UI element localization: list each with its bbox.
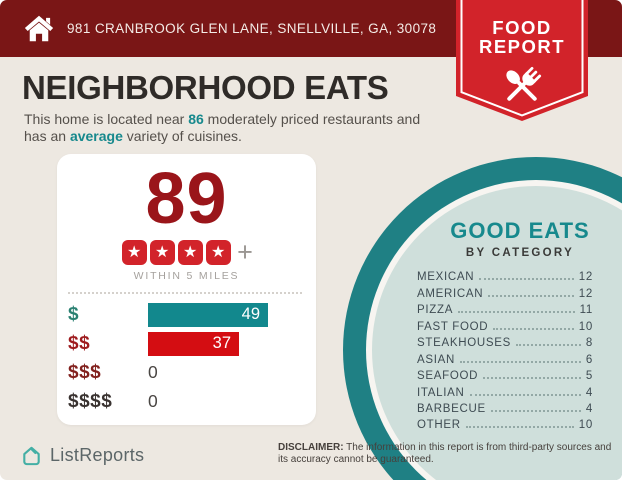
price-bar-row: $49 — [57, 300, 316, 329]
category-row: SEAFOOD 5 — [417, 366, 593, 382]
house-icon — [24, 15, 54, 42]
good-eats-heading: GOOD EATS BY CATEGORY — [420, 218, 620, 259]
category-label: OTHER — [417, 419, 461, 432]
dotted-leader — [460, 360, 581, 363]
crossed-utensils-icon — [506, 66, 542, 101]
price-bar-row: $$$$ 0 — [57, 387, 316, 416]
category-row: FAST FOOD 10 — [417, 316, 593, 333]
dotted-leader — [488, 294, 574, 297]
dotted-leader — [490, 409, 581, 412]
listreports-icon — [23, 446, 40, 466]
disclaimer-label: DISCLAIMER: — [278, 442, 344, 453]
category-list: MEXICAN 12 AMERICAN 12 PIZZA 11 FAST FOOD 10 STE… — [417, 267, 593, 431]
star-rating: ★ ★ ★ ★ + — [57, 237, 316, 267]
category-value: 8 — [585, 337, 593, 350]
price-tier-label: $ — [68, 303, 80, 325]
dotted-divider — [68, 292, 302, 294]
subtitle-text: moderately priced restaurants and — [203, 111, 421, 127]
star-icon: ★ — [205, 240, 231, 265]
score-card: 89 ★ ★ ★ ★ + WITHIN 5 MILES $49 $$ 37 $$$ 0 $$$$ 0 — [57, 154, 316, 425]
category-value: 6 — [585, 353, 593, 366]
category-value: 4 — [585, 402, 593, 415]
category-label: ASIAN — [417, 353, 456, 366]
category-row: STEAKHOUSES 8 — [417, 333, 593, 349]
price-bar-row: $$ 37 — [57, 329, 316, 358]
subtitle-highlight: 86 — [188, 111, 204, 127]
category-value: 10 — [578, 419, 593, 432]
category-row: BARBECUE 4 — [417, 399, 593, 415]
category-row: ASIAN 6 — [417, 349, 593, 366]
subtitle-text: variety of cuisines. — [122, 128, 242, 144]
star-icon: ★ — [121, 240, 147, 265]
bar-value: 0 — [148, 391, 158, 411]
category-value: 10 — [578, 320, 593, 333]
category-label: MEXICAN — [417, 271, 475, 284]
page-title: NEIGHBORHOOD EATS — [22, 69, 389, 106]
radius-label: WITHIN 5 MILES — [133, 270, 240, 282]
bar-value: 49 — [241, 305, 260, 323]
category-label: STEAKHOUSES — [417, 337, 511, 350]
plus-icon: + — [237, 237, 253, 267]
category-row: MEXICAN 12 — [417, 267, 593, 283]
category-row: PIZZA 11 — [417, 300, 593, 316]
category-value: 11 — [579, 304, 593, 317]
price-bar: 49 — [148, 302, 268, 327]
bar-value: 0 — [148, 362, 158, 382]
price-bar-row: $$$ 0 — [57, 358, 316, 387]
category-value: 5 — [585, 370, 593, 383]
dotted-leader — [479, 278, 574, 281]
category-label: FAST FOOD — [417, 320, 489, 333]
dotted-leader — [458, 311, 575, 314]
restaurant-count-score: 89 — [145, 159, 228, 239]
category-label: AMERICAN — [417, 287, 484, 300]
category-label: SEAFOOD — [417, 370, 479, 383]
subtitle-text: This home is located near — [24, 111, 189, 127]
category-label: ITALIAN — [417, 386, 465, 399]
category-value: 12 — [578, 287, 593, 300]
subtitle-line: has an average variety of cuisines. — [24, 128, 464, 145]
category-label: BARBECUE — [417, 402, 486, 415]
good-eats-subtitle: BY CATEGORY — [465, 247, 575, 259]
category-value: 12 — [578, 271, 593, 284]
star-icon: ★ — [177, 240, 203, 265]
food-report-ribbon: FOOD REPORT — [456, 0, 588, 121]
good-eats-title: GOOD EATS — [450, 218, 590, 243]
ribbon-line1: FOOD — [492, 17, 551, 38]
category-row: ITALIAN 4 — [417, 382, 593, 399]
price-bar-chart: $49 $$ 37 $$$ 0 $$$$ 0 — [57, 300, 316, 416]
category-row: AMERICAN 12 — [417, 283, 593, 300]
dotted-leader — [515, 344, 581, 347]
report-subtitle: This home is located near 86 moderately … — [24, 111, 464, 145]
price-tier-label: $$$$ — [68, 390, 113, 412]
star-icon: ★ — [149, 240, 175, 265]
disclaimer-text: The information in this report is from t… — [278, 442, 612, 465]
brand-name: ListReports — [50, 445, 145, 465]
property-address: 981 CRANBROOK GLEN LANE, SNELLVILLE, GA,… — [67, 21, 437, 36]
subtitle-text: has an — [24, 128, 70, 144]
brand-logo: ListReports — [20, 444, 144, 467]
category-row: OTHER 10 — [417, 415, 593, 431]
category-value: 4 — [585, 386, 593, 399]
price-tier-label: $$ — [68, 332, 91, 354]
price-bar: 37 — [148, 331, 239, 356]
dotted-leader — [465, 426, 574, 429]
bar-value: 37 — [212, 334, 231, 352]
dotted-leader — [469, 393, 581, 396]
ribbon-line2: REPORT — [479, 36, 565, 57]
dotted-leader — [493, 327, 574, 330]
subtitle-line: This home is located near 86 moderately … — [24, 111, 464, 128]
price-tier-label: $$$ — [68, 361, 102, 383]
disclaimer: DISCLAIMER: The information in this repo… — [278, 442, 612, 465]
subtitle-highlight: average — [69, 128, 123, 144]
category-label: PIZZA — [417, 304, 454, 317]
dotted-leader — [483, 377, 581, 380]
